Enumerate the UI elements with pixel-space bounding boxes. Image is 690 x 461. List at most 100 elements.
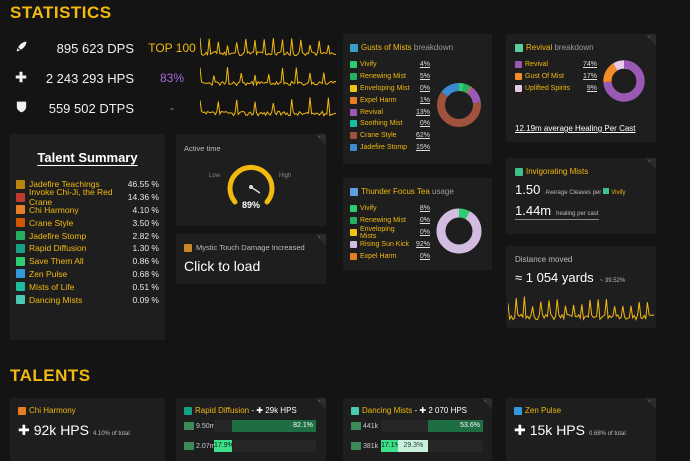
- plus-icon: ✚: [256, 406, 263, 415]
- spell-icon: [350, 240, 357, 248]
- gusts-suffix: breakdown: [413, 43, 454, 52]
- distance-pct: ~ 39.52%: [599, 278, 626, 284]
- talent-icon: [16, 179, 25, 189]
- statistics-heading: STATISTICS: [10, 3, 112, 22]
- gusts-item: Soothing Mist 0%: [350, 118, 430, 130]
- dancing-mists-bar-1: 441k 53.6%: [351, 419, 483, 433]
- talent-pct: 1.30 %: [132, 243, 159, 254]
- talent-pct: 46.55 %: [127, 179, 159, 190]
- spell-icon: [350, 205, 357, 213]
- spell-name: Vivify: [360, 61, 377, 69]
- revival-donut-chart: [603, 60, 645, 102]
- donut-slice: [603, 60, 645, 102]
- gusts-item: Renewing Mist 5%: [350, 71, 430, 83]
- talent-card-zen-pulse: Zen Pulse ✚ 15k HPS 0.68% of total: [506, 398, 656, 461]
- talent-pct: 0.86 %: [132, 256, 159, 267]
- talent-summary-item: Invoke Chi-Ji, the Red Crane 14.36 %: [16, 187, 159, 207]
- talent-card-rapid-diffusion: Rapid Diffusion - ✚ 29k HPS 9.50m 82.1% …: [176, 398, 326, 461]
- gusts-of-mists-card: Gusts of Mists breakdown Vivify 4% Renewin…: [343, 34, 492, 164]
- talent-summary-item: Save Them All 0.86 %: [16, 255, 159, 268]
- zen-pulse-name: Zen Pulse: [525, 406, 562, 415]
- spell-pct: 0%: [419, 252, 430, 260]
- rapid-diffusion-name: Rapid Diffusion: [195, 406, 250, 415]
- spell-pct: 0%: [419, 84, 430, 92]
- vivify-icon: [603, 188, 610, 194]
- invigorating-title: Invigorating Mists: [526, 167, 589, 176]
- talent-pct: 14.36 %: [127, 192, 159, 203]
- talent-pct: 0.51 %: [132, 281, 159, 292]
- spell-pct: 62%: [415, 132, 430, 140]
- talent-name: Invoke Chi-Ji, the Red Crane: [29, 187, 113, 208]
- donut-slice: [436, 208, 482, 254]
- talent-icon: [16, 205, 25, 215]
- gusts-item: Vivify 4%: [350, 59, 430, 71]
- dancing-mists-name: Dancing Mists: [362, 406, 413, 415]
- talent-icon: [16, 295, 25, 305]
- spell-name: Expel Harm: [360, 96, 397, 104]
- talent-name: Mists of Life: [29, 281, 75, 292]
- revival-item: Gust Of Mist 17%: [515, 71, 597, 83]
- revival-item: Uplifted Spirits 9%: [515, 83, 597, 95]
- spell-pct: 4%: [419, 61, 430, 69]
- zen-pulse-icon: [514, 406, 522, 415]
- hps-rank: 83%: [159, 71, 185, 85]
- distance-moved-card: Distance moved ≈ 1 054 yards ~ 39.52%: [506, 246, 656, 328]
- revival-title: Revival: [526, 43, 553, 52]
- spell-icon: [350, 252, 357, 260]
- donut-slice: [437, 83, 481, 127]
- rocket-icon: [10, 40, 32, 56]
- cleaves-value: 1.50: [515, 182, 541, 197]
- spell-icon: [350, 96, 357, 104]
- talent-pct: 2.82 %: [132, 230, 159, 241]
- revival-card: Revival breakdown Revival 74% Gust Of Mist…: [506, 34, 656, 142]
- donut-slice: [603, 60, 645, 102]
- spell-name: Revival: [525, 61, 548, 69]
- zen-pulse-hps: 15k HPS: [529, 422, 585, 438]
- talent-name: Jadefire Teachings: [29, 179, 100, 190]
- sparkline-path: [200, 37, 336, 57]
- talents-heading: TALENTS: [10, 366, 91, 385]
- gusts-item: Crane Style 62%: [350, 130, 430, 142]
- talent-summary-title: Talent Summary: [37, 150, 138, 165]
- gusts-item: Revival 13%: [350, 106, 430, 118]
- spell-name: Revival: [360, 108, 383, 116]
- revival-list: Revival 74% Gust Of Mist 17% Uplifted Spirit…: [515, 59, 597, 94]
- spell-icon: [350, 108, 357, 116]
- rapid-diffusion-hps: 29k HPS: [265, 406, 297, 415]
- gusts-item: Expel Harm 1%: [350, 94, 430, 106]
- donut-slice: [437, 83, 481, 127]
- gusts-title: Gusts of Mists: [361, 43, 412, 52]
- thunder-item: Vivify 8%: [350, 203, 430, 215]
- talent-icon: [16, 231, 25, 241]
- plus-icon: ✚: [419, 406, 427, 415]
- thunder-donut-chart: [436, 208, 482, 254]
- rapid-diffusion-bar-2: 2.07m 17.9%: [184, 439, 316, 453]
- click-to-load-button[interactable]: Click to load: [184, 258, 261, 274]
- talent-summary-item: Crane Style 3.50 %: [16, 216, 159, 229]
- spell-icon: [350, 73, 357, 81]
- stats-panel: 895 623 DPS TOP 100 2 243 293 HPS 83% 55…: [10, 34, 340, 126]
- talent-name: Rapid Diffusion: [29, 243, 87, 254]
- gauge-low-label: Low: [209, 173, 221, 179]
- mystic-touch-icon: [184, 243, 192, 252]
- talent-summary-item: Rapid Diffusion 1.30 %: [16, 242, 159, 255]
- talent-name: Chi Harmony: [29, 204, 79, 215]
- hps-row: 2 243 293 HPS 83%: [10, 64, 338, 92]
- dps-sparkline: [200, 37, 336, 57]
- talent-summary-item: Mists of Life 0.51 %: [16, 280, 159, 293]
- chi-harmony-hps: 92k HPS: [33, 422, 89, 438]
- talent-icon: [16, 256, 25, 266]
- spell-name: Renewing Mist: [360, 217, 406, 225]
- talent-pct: 4.10 %: [132, 204, 159, 215]
- spell-icon: [350, 217, 357, 225]
- sparkline-path: [200, 67, 336, 87]
- spell-name: Jadefire Stomp: [360, 143, 408, 151]
- spell-pct: 0%: [419, 120, 430, 128]
- healing-per-cast-label: healing per cast: [556, 211, 599, 217]
- spell-pct: 17%: [582, 73, 597, 81]
- spell-icon: [350, 143, 357, 151]
- chi-harmony-icon: [18, 406, 26, 415]
- dancing-mists-icon: [351, 406, 359, 415]
- talent-name: Jadefire Stomp: [29, 230, 87, 241]
- mystic-touch-card[interactable]: Mystic Touch Damage Increased Click to l…: [176, 234, 326, 284]
